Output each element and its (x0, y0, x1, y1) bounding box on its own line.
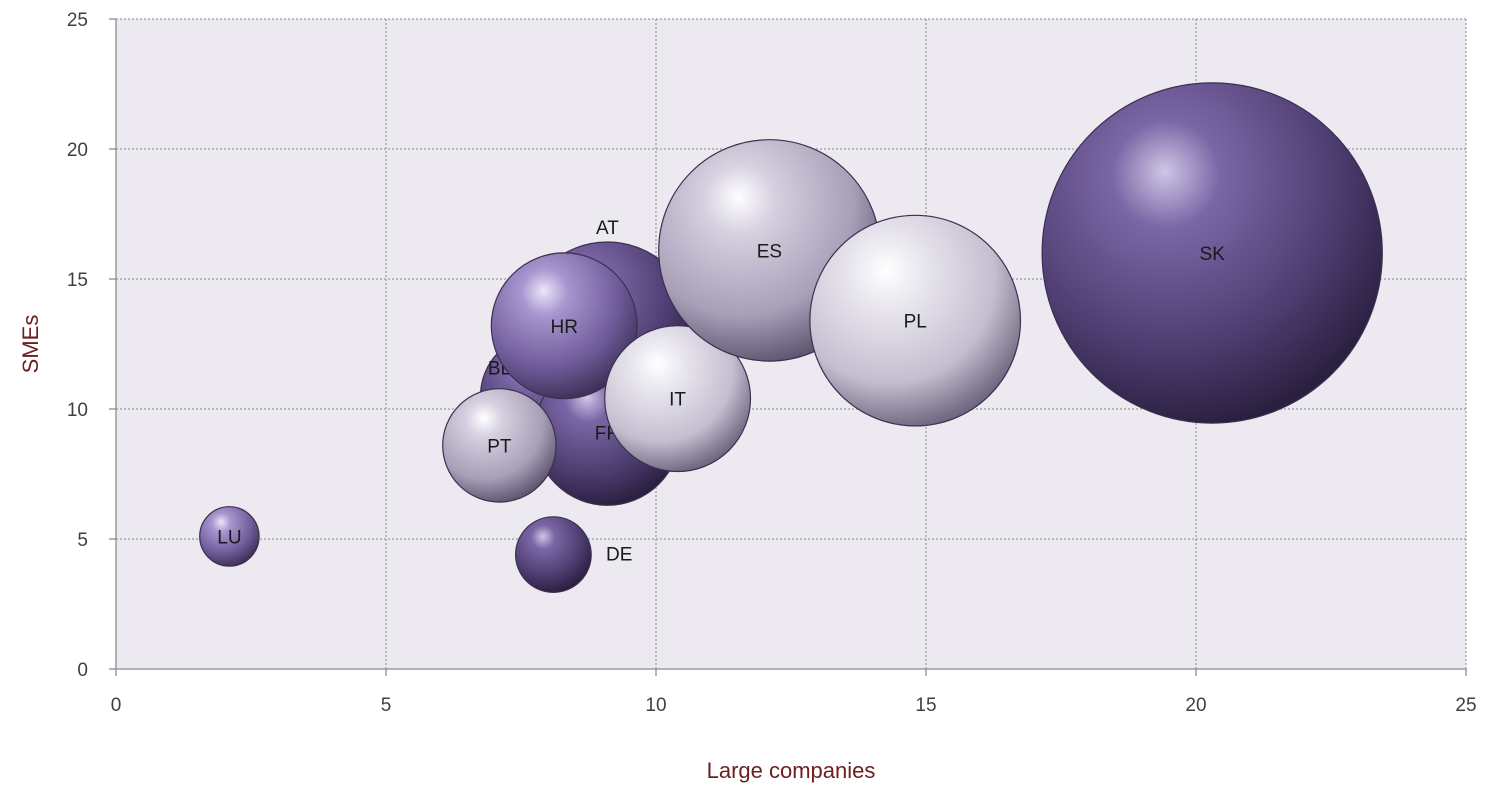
x-axis-title: Large companies (707, 758, 876, 783)
bubble-mark (604, 325, 752, 473)
bubble-label: HR (550, 317, 577, 338)
y-tick-label: 10 (67, 400, 88, 421)
x-tick-label: 5 (381, 695, 392, 716)
x-tick-label: 10 (645, 695, 666, 716)
x-tick-label: 20 (1185, 695, 1206, 716)
x-tick-label: 15 (915, 695, 936, 716)
bubble-mark (1041, 82, 1383, 424)
bubble-label: PT (487, 436, 512, 457)
y-axis-title: SMEs (18, 315, 43, 374)
y-tick-label: 15 (67, 270, 88, 291)
bubble-mark (490, 252, 638, 400)
bubble-de: DE (515, 516, 632, 593)
bubble-label: LU (217, 527, 241, 548)
bubble-sk: SK (1041, 82, 1383, 424)
y-tick-label: 20 (67, 140, 88, 161)
bubble-label: PL (904, 312, 927, 333)
x-tick-label: 25 (1455, 695, 1476, 716)
bubble-mark (442, 388, 557, 503)
bubble-hr: HR (490, 252, 638, 400)
bubble-lu: LU (199, 506, 260, 567)
bubble-label: IT (669, 390, 686, 411)
y-tick-label: 25 (67, 10, 88, 31)
axes: 0 5 10 15 20 25 0 5 10 15 20 25 (67, 10, 1477, 716)
bubble-mark (809, 214, 1022, 427)
bubble-pt: PT (442, 388, 557, 503)
bubble-mark (199, 506, 260, 567)
bubble-pl: PL (809, 214, 1022, 427)
bubble-label: ES (757, 241, 782, 262)
y-tick-label: 0 (77, 660, 88, 681)
bubble-label: SK (1200, 244, 1226, 265)
bubble-label: DE (606, 545, 632, 566)
bubble-mark (515, 516, 592, 593)
bubble-label: AT (596, 218, 619, 239)
bubble-it: IT (604, 325, 752, 473)
x-tick-label: 0 (111, 695, 122, 716)
y-tick-label: 5 (77, 530, 88, 551)
